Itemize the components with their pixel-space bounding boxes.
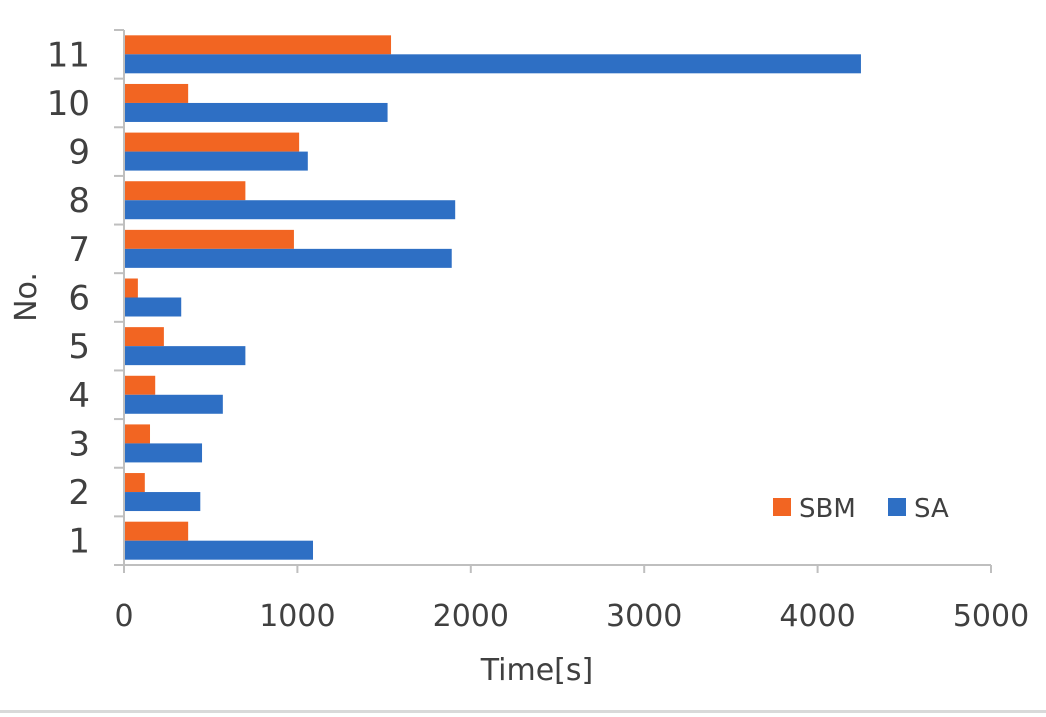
legend-swatch-sa [888, 498, 906, 516]
y-tick-label-3: 3 [68, 424, 90, 464]
bar-sbm-11 [124, 35, 392, 55]
bar-sbm-2 [124, 473, 145, 493]
y-tick-label-1: 1 [68, 522, 90, 562]
bar-sa-6 [124, 297, 182, 317]
y-tick-label-2: 2 [68, 473, 90, 513]
legend-label-sbm: SBM [799, 494, 856, 524]
bar-sbm-7 [124, 229, 294, 249]
bar-sa-5 [124, 346, 246, 366]
bar-sa-2 [124, 492, 201, 512]
bar-sbm-3 [124, 424, 151, 444]
bar-sa-11 [124, 54, 861, 74]
x-tick-label-4000: 4000 [779, 599, 855, 634]
bar-sbm-8 [124, 181, 246, 201]
x-tick-label-2000: 2000 [433, 599, 509, 634]
y-tick-label-10: 10 [47, 84, 90, 124]
bar-sbm-10 [124, 83, 189, 103]
y-tick-label-5: 5 [68, 327, 90, 367]
bar-sbm-6 [124, 278, 138, 298]
x-tick-label-0: 0 [114, 599, 133, 634]
x-tick-labels: 0 1000 2000 3000 4000 5000 [114, 599, 1029, 634]
y-tick-label-11: 11 [47, 35, 90, 75]
axes-layer [114, 29, 992, 573]
bottom-divider [0, 710, 1046, 713]
y-tick-label-4: 4 [68, 376, 90, 416]
legend-swatch-sbm [773, 498, 791, 516]
bar-sbm-4 [124, 375, 156, 395]
bar-sa-4 [124, 394, 223, 414]
legend: SBM SA [773, 494, 949, 524]
y-tick-label-8: 8 [68, 181, 90, 221]
bar-sbm-9 [124, 132, 300, 152]
bar-sa-8 [124, 200, 456, 220]
bar-sa-7 [124, 248, 452, 268]
x-axis-title: Time[s] [480, 653, 593, 688]
x-tick-label-5000: 5000 [953, 599, 1029, 634]
y-tick-label-7: 7 [68, 230, 90, 270]
y-tick-labels: 1 2 3 4 5 6 7 8 9 10 11 [47, 35, 90, 561]
bar-sa-9 [124, 151, 308, 171]
y-tick-label-9: 9 [68, 133, 90, 173]
x-tick-label-3000: 3000 [606, 599, 682, 634]
bar-sa-10 [124, 102, 388, 122]
x-tick-label-1000: 1000 [259, 599, 335, 634]
y-axis-title: No. [9, 272, 44, 322]
bar-sa-3 [124, 443, 203, 463]
y-tick-label-6: 6 [68, 279, 90, 319]
bar-sa-1 [124, 540, 314, 560]
legend-label-sa: SA [914, 494, 949, 524]
bar-sbm-1 [124, 521, 189, 541]
bar-sbm-5 [124, 327, 164, 347]
bars-layer [124, 35, 861, 560]
